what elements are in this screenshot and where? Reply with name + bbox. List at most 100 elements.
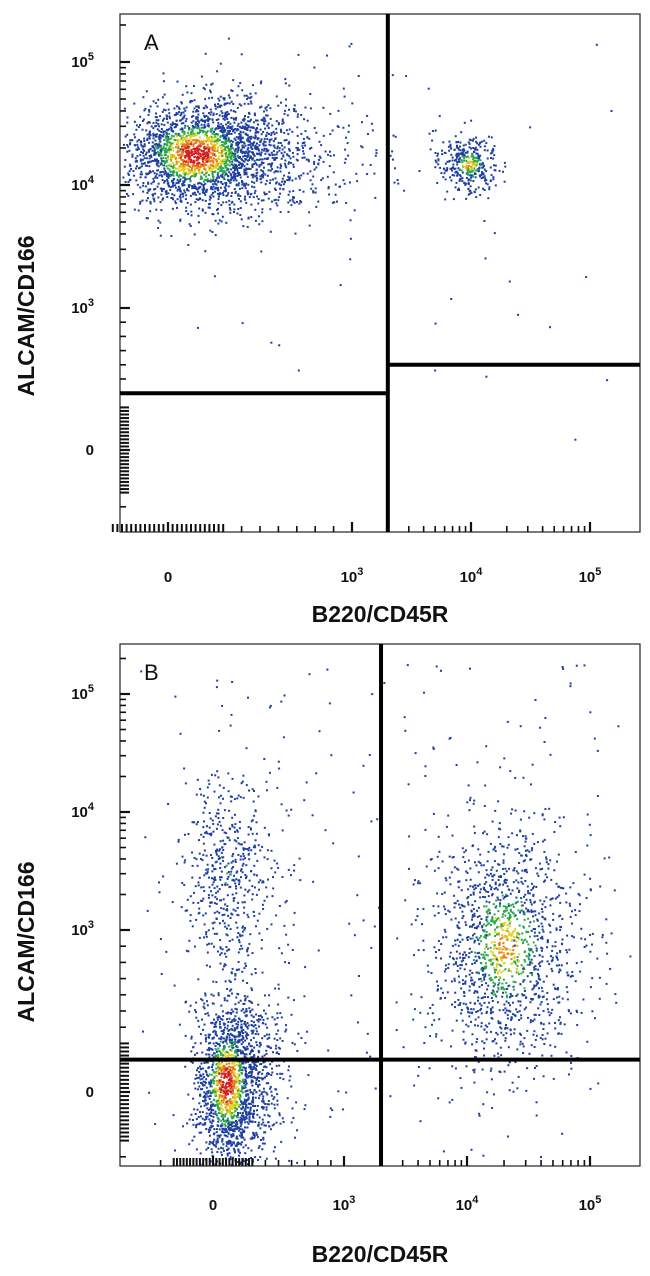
event-dot [209, 1033, 212, 1036]
event-dot [199, 1073, 202, 1076]
event-dot [241, 183, 244, 186]
event-dot [228, 150, 231, 153]
event-dot [254, 131, 257, 134]
event-dot [315, 205, 318, 208]
event-dot [173, 194, 176, 197]
event-dot [171, 137, 174, 140]
event-dot [289, 199, 292, 202]
event-dot [374, 196, 377, 199]
event-dot [203, 168, 206, 170]
event-dot [193, 1082, 196, 1085]
event-dot [228, 1081, 231, 1084]
event-dot [214, 154, 217, 157]
event-dot [230, 168, 233, 171]
event-dot [268, 133, 270, 135]
event-dot [246, 193, 249, 196]
event-dot [152, 122, 155, 125]
event-dot [222, 1041, 225, 1044]
event-dot [178, 108, 181, 110]
event-dot [182, 1125, 184, 1128]
event-dot [258, 1089, 261, 1092]
event-dot [251, 1099, 254, 1102]
event-dot [200, 1082, 203, 1085]
event-dot [260, 181, 263, 184]
event-dot [170, 128, 173, 131]
event-dot [126, 116, 129, 119]
event-dot [199, 1122, 202, 1124]
event-dot [234, 1081, 237, 1084]
event-dot [220, 1052, 223, 1055]
event-dot [539, 868, 542, 871]
event-dot [473, 190, 476, 193]
event-dot [267, 197, 270, 200]
event-dot [264, 120, 267, 123]
event-dot [243, 1098, 246, 1101]
event-dot [180, 101, 183, 104]
event-dot [466, 166, 469, 169]
event-dot [156, 185, 159, 188]
event-dot [210, 83, 213, 86]
event-dot [216, 133, 219, 136]
event-dot [168, 117, 171, 120]
event-dot [230, 157, 232, 160]
event-dot [494, 993, 497, 996]
event-dot [243, 1055, 246, 1058]
event-dot [219, 1051, 222, 1054]
event-dot [474, 188, 477, 191]
event-dot [239, 200, 242, 203]
event-dot [253, 162, 256, 165]
event-dot [224, 147, 227, 150]
event-dot [214, 1104, 217, 1107]
event-dot [274, 198, 277, 201]
event-dot [234, 1144, 237, 1147]
event-dot [196, 116, 199, 119]
event-dot [474, 148, 477, 151]
event-dot [205, 155, 208, 157]
event-dot [219, 62, 222, 65]
event-dot [459, 149, 462, 152]
event-dot [482, 187, 484, 190]
event-dot [247, 1034, 250, 1037]
event-dot [200, 1105, 202, 1108]
event-dot [442, 1150, 445, 1153]
event-dot [490, 997, 493, 999]
event-dot [224, 182, 227, 185]
event-dot [181, 184, 184, 187]
event-dot [469, 179, 472, 182]
event-dot [244, 998, 247, 1001]
event-dot [539, 961, 542, 964]
event-dot [194, 1077, 197, 1080]
event-dot [264, 1102, 267, 1105]
event-dot [216, 192, 219, 195]
event-dot [211, 1103, 213, 1106]
event-dot [152, 132, 155, 135]
event-dot [249, 140, 251, 143]
event-dot [192, 120, 195, 123]
event-dot [159, 221, 162, 224]
event-dot [238, 1105, 240, 1108]
event-dot [287, 175, 290, 178]
event-dot [233, 1086, 236, 1089]
event-dot [198, 161, 201, 164]
event-dot [230, 139, 233, 142]
event-dot [223, 98, 226, 101]
event-dot [231, 992, 233, 995]
event-dot [236, 169, 239, 172]
event-dot [252, 174, 255, 177]
event-dot [219, 95, 222, 98]
event-dot [215, 1145, 218, 1148]
event-dot [238, 136, 240, 139]
event-dot [267, 1072, 269, 1075]
event-dot [221, 1107, 224, 1110]
event-dot [240, 1020, 242, 1023]
event-dot [157, 196, 160, 199]
event-dot [244, 1010, 247, 1013]
event-dot [170, 160, 173, 163]
event-dot [232, 1041, 235, 1044]
event-dot [227, 1132, 230, 1135]
event-dot [223, 118, 226, 121]
event-dot [209, 178, 212, 181]
event-dot [269, 179, 272, 182]
event-dot [201, 163, 204, 166]
